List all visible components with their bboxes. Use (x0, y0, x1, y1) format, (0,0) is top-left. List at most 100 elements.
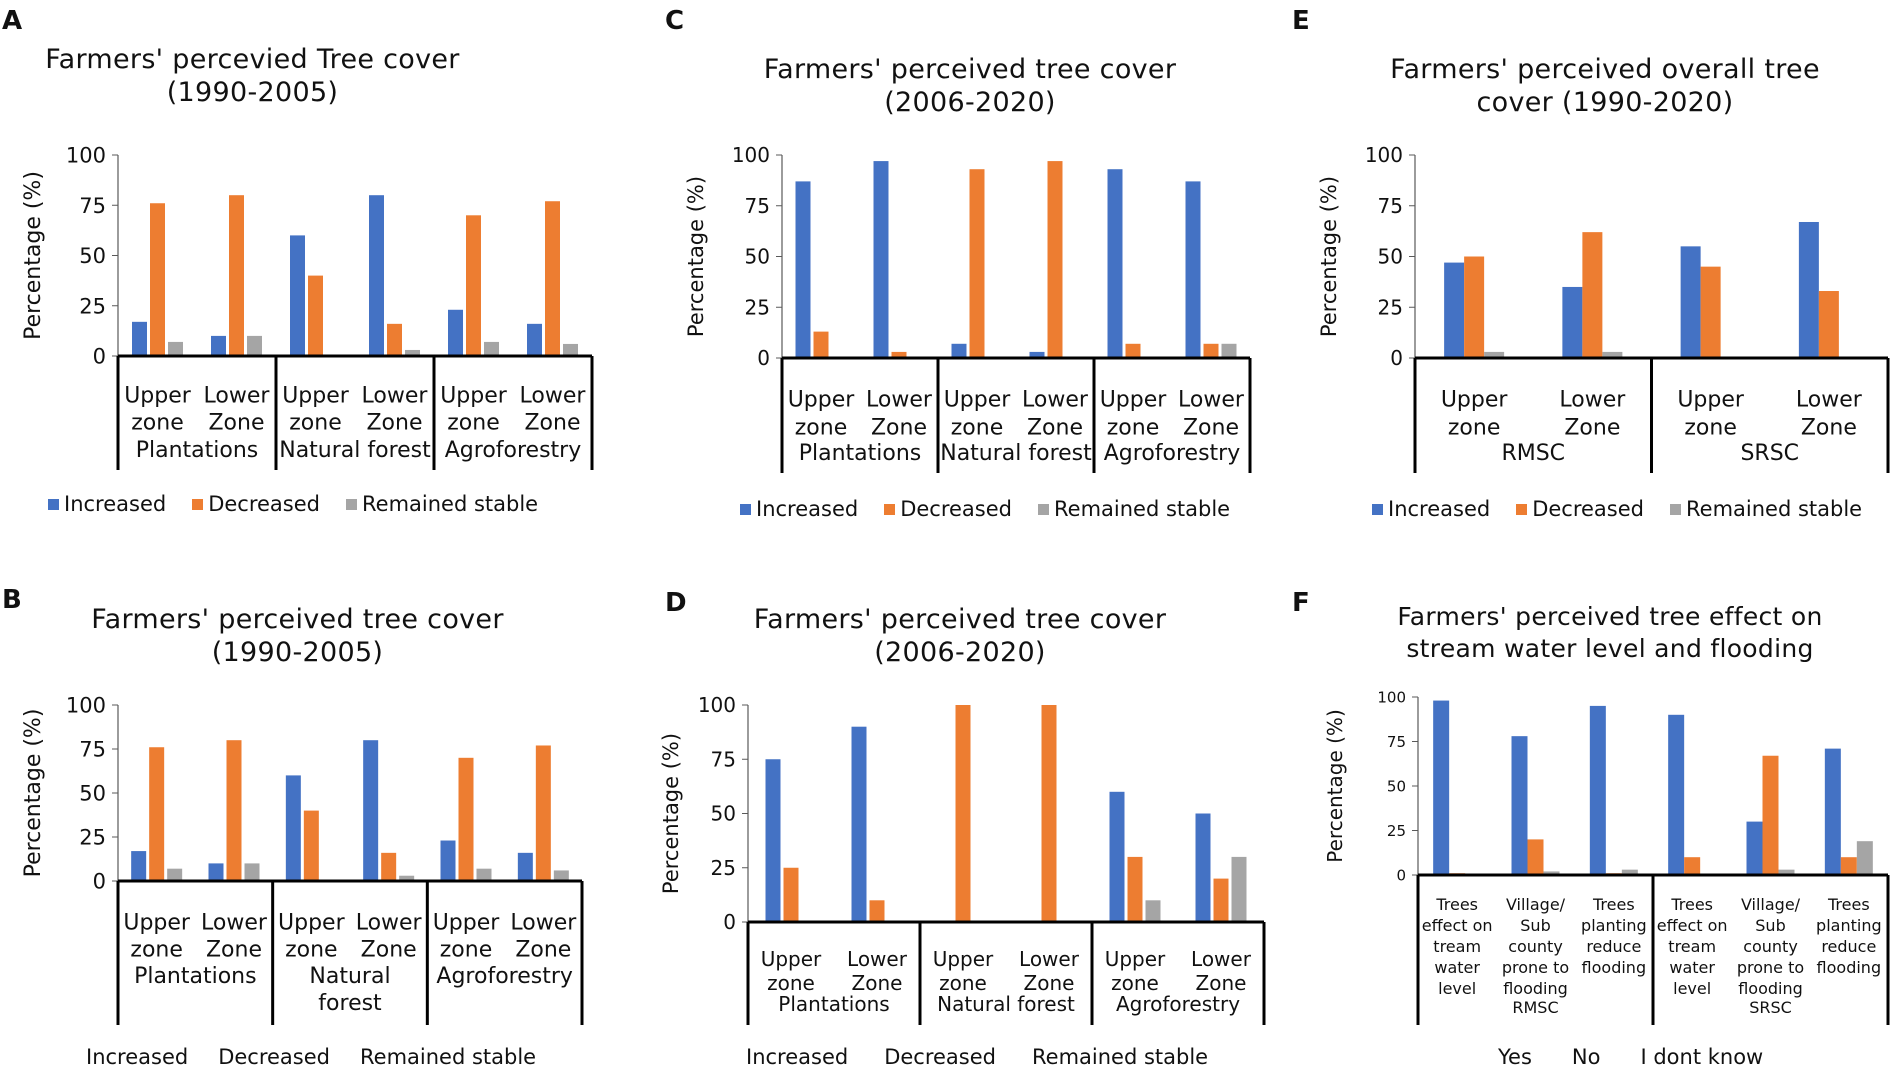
bar-increased-4 (440, 840, 456, 881)
y-tick-label: 0 (757, 346, 770, 370)
legend-item-remained-stable: Remained stable (1032, 1045, 1208, 1069)
group-label: Natural forest (937, 992, 1075, 1016)
legend-text: Increased (86, 1045, 189, 1069)
group-label: Natural forest (309, 964, 390, 1016)
bar-remained-stable-0 (1484, 351, 1505, 358)
bar-remained-stable-5 (1231, 856, 1247, 922)
bar-increased-1 (873, 161, 889, 358)
bar-increased-1 (851, 726, 867, 922)
legend-c: Increased Decreased Remained stable (740, 497, 1256, 521)
legend-text: Increased (746, 1045, 849, 1069)
category-label: Lower Zone (356, 911, 423, 963)
group-label: Agroforestry (1116, 992, 1240, 1016)
y-tick-label: 75 (79, 738, 106, 762)
bar-yes-3 (1668, 714, 1685, 875)
legend-d: Increased Decreased Remained stable (746, 1045, 1208, 1069)
legend-text: Remained stable (360, 1045, 537, 1069)
category-label: Upper zone (944, 388, 1012, 441)
panel-label-f: F (1292, 588, 1310, 618)
panel-label-d: D (665, 588, 687, 618)
bar-yes-2 (1589, 705, 1606, 875)
legend-swatch (48, 498, 59, 510)
category-label: Lower Zone (1022, 388, 1089, 441)
category-label: Lower Zone (201, 911, 268, 963)
bar-decreased-3 (1047, 161, 1063, 358)
category-label: Lower Zone (1178, 388, 1245, 441)
y-axis-label: Percentage (%) (1323, 709, 1347, 862)
category-label: Lower Zone (362, 384, 429, 436)
bar-no-4 (1762, 755, 1779, 875)
panel-label-c: C (665, 6, 685, 36)
y-tick-label: 100 (66, 144, 106, 168)
bar-decreased-3 (1041, 705, 1057, 922)
y-tick-label: 25 (745, 295, 770, 319)
bar-decreased-3 (1818, 291, 1839, 358)
legend-swatch (1516, 503, 1528, 515)
bar-decreased-3 (381, 852, 397, 881)
legend-item-decreased: Decreased (1516, 497, 1644, 521)
chart-title-a: Farmers' percevied Tree cover (1990-2005… (45, 44, 460, 108)
y-tick-label: 25 (79, 826, 106, 850)
category-label: Lower Zone (510, 911, 577, 963)
bar-increased-3 (363, 740, 379, 881)
legend-item-remained-stable: Remained stable (1670, 497, 1862, 521)
y-tick-label: 0 (1390, 346, 1403, 370)
legend-item-remained-stable: Remained stable (360, 1045, 536, 1069)
group-label: Agroforestry (445, 438, 582, 463)
y-tick-label: 100 (1377, 688, 1406, 706)
bar-remained-stable-4 (1145, 900, 1161, 922)
legend-item-increased: Increased (86, 1045, 188, 1069)
bar-remained-stable-4 (484, 341, 499, 356)
bar-decreased-0 (149, 747, 165, 881)
bar-remained-stable-3 (399, 875, 415, 881)
category-label: Lower Zone (1796, 388, 1863, 441)
bar-decreased-0 (783, 867, 799, 922)
legend-item-increased: Increased (1372, 497, 1490, 521)
category-label: Upper zone (933, 947, 994, 995)
bar-yes-1 (1511, 736, 1528, 875)
bar-decreased-4 (1125, 343, 1141, 358)
group-label: RMSC (1501, 441, 1565, 466)
category-label: Upper zone (1677, 388, 1745, 441)
bar-increased-3 (1029, 351, 1045, 358)
group-label: Plantations (134, 964, 257, 989)
y-tick-label: 50 (1387, 777, 1406, 795)
y-tick-label: 75 (79, 194, 106, 218)
bar-decreased-4 (466, 215, 481, 356)
category-label: Lower Zone (866, 388, 933, 441)
legend-e: Increased Decreased Remained stable (1372, 497, 1888, 521)
y-tick-label: 100 (698, 693, 736, 717)
group-label: RMSC (1512, 998, 1558, 1017)
y-tick-label: 50 (1378, 245, 1403, 269)
bar-increased-5 (517, 852, 533, 881)
category-label: Upper zone (124, 384, 192, 436)
y-tick-label: 50 (711, 802, 736, 826)
legend-item-decreased: Decreased (218, 1045, 330, 1069)
group-label: Agroforestry (1104, 441, 1241, 466)
bar-no-0 (1449, 873, 1466, 875)
bar-remained-stable-1 (247, 335, 262, 356)
category-label: Upper zone (1441, 388, 1509, 441)
bar-decreased-0 (1464, 256, 1485, 358)
group-label: Plantations (136, 438, 259, 463)
bar-increased-0 (765, 759, 781, 922)
bar-no-2 (1605, 873, 1622, 875)
legend-item-yes: Yes (1498, 1045, 1532, 1069)
legend-text: Remained stable (1686, 497, 1863, 521)
legend-text: Remained stable (362, 492, 539, 516)
bar-increased-5 (527, 323, 542, 356)
bar-increased-2 (1680, 246, 1701, 358)
bar-decreased-1 (226, 740, 242, 881)
legend-item-remained-stable: Remained stable (1038, 497, 1230, 521)
bar-no-3 (1684, 857, 1701, 875)
bar-increased-1 (208, 863, 224, 881)
y-tick-label: 75 (1387, 733, 1406, 751)
legend-item-increased: Increased (740, 497, 858, 521)
bar-yes-4 (1746, 821, 1763, 875)
category-label: Village/Sub county prone to flooding (1502, 895, 1569, 998)
legend-item-increased: Increased (48, 492, 166, 516)
